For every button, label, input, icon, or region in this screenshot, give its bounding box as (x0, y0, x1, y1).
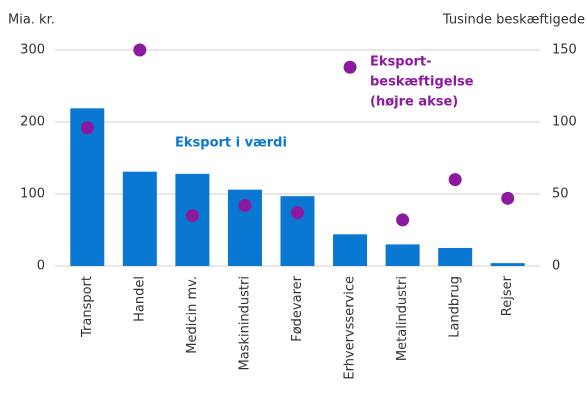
bar (70, 108, 105, 266)
x-tick-label: Handel (132, 276, 147, 322)
bar (490, 263, 525, 266)
y2-tick-label: 0 (552, 259, 560, 274)
dot (448, 173, 462, 187)
annotation: beskæftigelse (370, 75, 474, 90)
bar (333, 234, 368, 266)
bar (122, 171, 157, 266)
y2-axis-label: Tusinde beskæftigede (442, 13, 585, 28)
x-tick-label: Landbrug (448, 276, 463, 338)
annotation: Eksport i værdi (175, 136, 287, 151)
bar (438, 248, 473, 266)
dot (501, 191, 515, 205)
dot (80, 121, 94, 135)
y2-tick-label: 100 (552, 115, 577, 130)
y-axis-label: Mia. kr. (8, 13, 55, 28)
dot (238, 199, 252, 213)
y-tick-label: 0 (37, 259, 45, 274)
y2-tick-label: 50 (552, 187, 569, 202)
x-tick-label: Rejser (500, 275, 515, 316)
x-tick-label: Erhvervsservice (343, 276, 358, 380)
x-tick-label: Maskinindustri (237, 276, 252, 371)
dot (291, 206, 304, 220)
x-tick-label: Transport (80, 276, 95, 338)
x-tick-label: Metalindustri (395, 276, 410, 361)
annotation: Eksport- (370, 55, 432, 70)
y-tick-label: 300 (20, 43, 45, 58)
annotation: (højre akse) (370, 95, 458, 110)
x-tick-label: Fødevarer (290, 275, 305, 341)
dot (133, 43, 147, 57)
dot (396, 213, 410, 227)
dot (343, 60, 357, 74)
y-tick-label: 100 (20, 187, 45, 202)
bar (385, 244, 420, 266)
dot (185, 209, 199, 223)
x-tick-label: Medicin mv. (185, 276, 200, 354)
y2-tick-label: 150 (552, 43, 577, 58)
y-tick-label: 200 (20, 115, 45, 130)
